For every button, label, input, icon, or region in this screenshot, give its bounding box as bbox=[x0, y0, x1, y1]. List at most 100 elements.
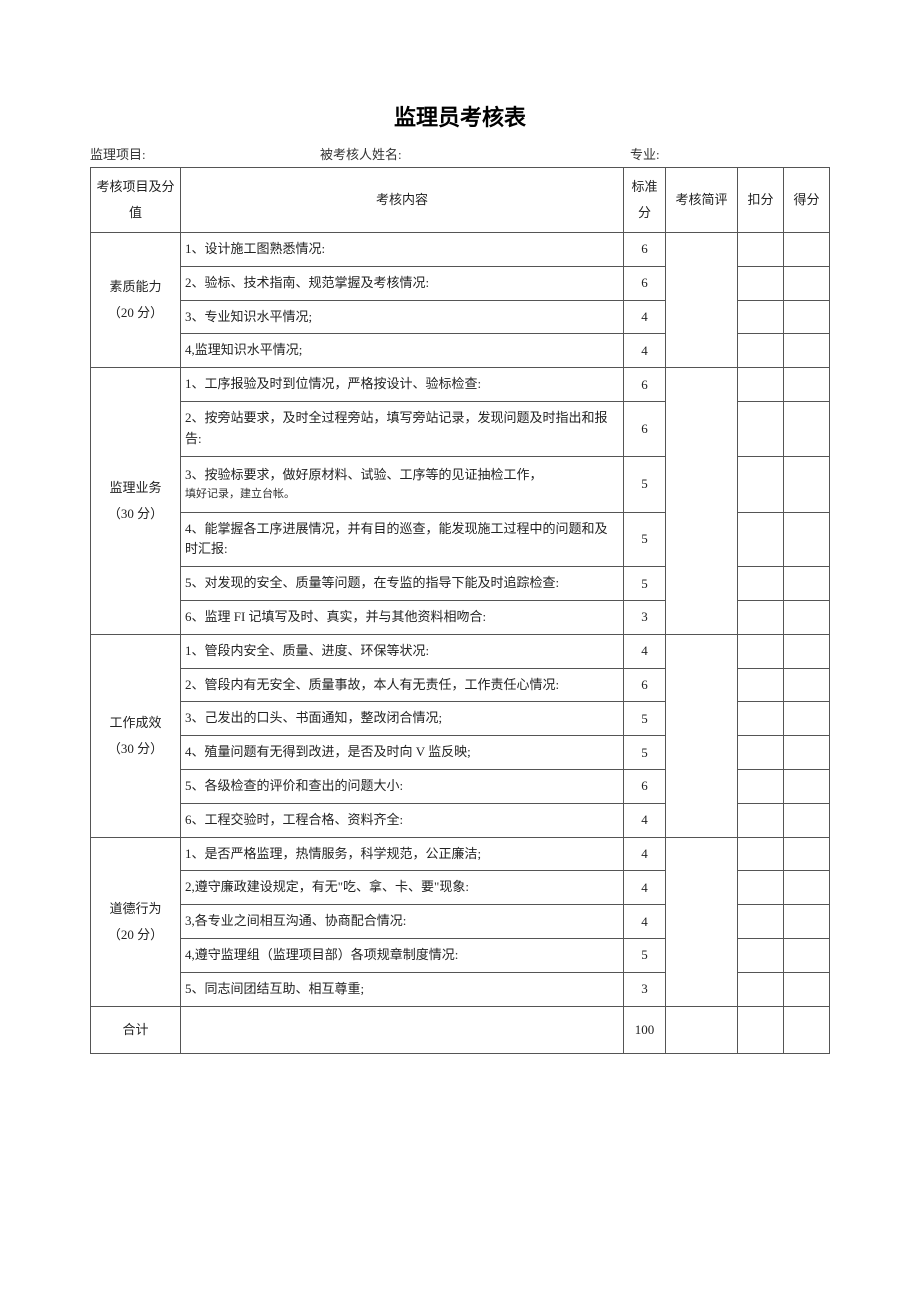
item-score: 4 bbox=[624, 634, 666, 668]
deduct-cell bbox=[738, 368, 784, 402]
gain-cell bbox=[784, 233, 830, 267]
gain-cell bbox=[784, 871, 830, 905]
page-title: 监理员考核表 bbox=[90, 100, 830, 132]
item-text: 3、己发出的口头、书面通知，整改闭合情况; bbox=[181, 702, 624, 736]
summary-gain bbox=[784, 1006, 830, 1053]
item-score: 5 bbox=[624, 736, 666, 770]
table-row: 素质能力 （20 分） 1、设计施工图熟悉情况: 6 bbox=[91, 233, 830, 267]
item-score: 4 bbox=[624, 837, 666, 871]
item-score: 6 bbox=[624, 769, 666, 803]
deduct-cell bbox=[738, 300, 784, 334]
deduct-cell bbox=[738, 600, 784, 634]
item-score: 3 bbox=[624, 600, 666, 634]
section-label: 道德行为 （20 分） bbox=[91, 837, 181, 1006]
item-score: 5 bbox=[624, 702, 666, 736]
item-score: 6 bbox=[624, 401, 666, 456]
gain-cell bbox=[784, 401, 830, 456]
item-text: 5、各级检查的评价和查出的问题大小: bbox=[181, 769, 624, 803]
item-text: 1、管段内安全、质量、进度、环保等状况: bbox=[181, 634, 624, 668]
item-score: 5 bbox=[624, 456, 666, 512]
gain-cell bbox=[784, 600, 830, 634]
deduct-cell bbox=[738, 456, 784, 512]
item-text: 2、管段内有无安全、质量事故，本人有无责任，工作责任心情况: bbox=[181, 668, 624, 702]
gain-cell bbox=[784, 456, 830, 512]
deduct-cell bbox=[738, 334, 784, 368]
section-label: 监理业务 （30 分） bbox=[91, 368, 181, 635]
item-score: 4 bbox=[624, 803, 666, 837]
item-text: 3、专业知识水平情况; bbox=[181, 300, 624, 334]
gain-cell bbox=[784, 905, 830, 939]
table-row: 道德行为 （20 分） 1、是否严格监理，热情服务，科学规范，公正廉洁; 4 bbox=[91, 837, 830, 871]
gain-cell bbox=[784, 972, 830, 1006]
table-row: 工作成效 （30 分） 1、管段内安全、质量、进度、环保等状况: 4 bbox=[91, 634, 830, 668]
col-review: 考核简评 bbox=[666, 168, 738, 233]
deduct-cell bbox=[738, 736, 784, 770]
item-text: 2,遵守廉政建设规定，有无"吃、拿、卡、要"现象: bbox=[181, 871, 624, 905]
item-score: 6 bbox=[624, 233, 666, 267]
item-text: 6、监理 FI 记填写及时、真实，并与其他资料相吻合: bbox=[181, 600, 624, 634]
col-gain: 得分 bbox=[784, 168, 830, 233]
item-text: 6、工程交验时，工程合格、资料齐全: bbox=[181, 803, 624, 837]
item-text: 2、按旁站要求，及时全过程旁站，填写旁站记录，发现问题及时指出和报告: bbox=[181, 401, 624, 456]
summary-row: 合计 100 bbox=[91, 1006, 830, 1053]
item-score: 5 bbox=[624, 567, 666, 601]
deduct-cell bbox=[738, 837, 784, 871]
deduct-cell bbox=[738, 233, 784, 267]
item-score: 5 bbox=[624, 938, 666, 972]
item-score: 3 bbox=[624, 972, 666, 1006]
deduct-cell bbox=[738, 938, 784, 972]
deduct-cell bbox=[738, 266, 784, 300]
header-row: 考核项目及分值 考核内容 标准分 考核简评 扣分 得分 bbox=[91, 168, 830, 233]
gain-cell bbox=[784, 837, 830, 871]
item-text: 1、是否严格监理，热情服务，科学规范，公正廉洁; bbox=[181, 837, 624, 871]
item-score: 4 bbox=[624, 905, 666, 939]
item-text: 4,监理知识水平情况; bbox=[181, 334, 624, 368]
review-cell bbox=[666, 837, 738, 1006]
major-label: 专业: bbox=[630, 144, 830, 163]
item-text: 3,各专业之间相互沟通、协商配合情况: bbox=[181, 905, 624, 939]
item-text: 1、设计施工图熟悉情况: bbox=[181, 233, 624, 267]
item-text: 4、殖量问题有无得到改进，是否及时向 V 监反映; bbox=[181, 736, 624, 770]
item-text: 4,遵守监理组（监理项目部）各项规章制度情况: bbox=[181, 938, 624, 972]
section-label: 素质能力 （20 分） bbox=[91, 233, 181, 368]
gain-cell bbox=[784, 702, 830, 736]
item-score: 5 bbox=[624, 512, 666, 567]
item-text: 3、按验标要求，做好原材料、试验、工序等的见证抽检工作， 填好记录，建立台帐。 bbox=[181, 456, 624, 512]
item-text: 4、能掌握各工序进展情况，并有目的巡查，能发现施工过程中的问题和及时汇报: bbox=[181, 512, 624, 567]
gain-cell bbox=[784, 938, 830, 972]
summary-blank bbox=[181, 1006, 624, 1053]
gain-cell bbox=[784, 668, 830, 702]
col-content: 考核内容 bbox=[181, 168, 624, 233]
item-text: 5、同志间团结互助、相互尊重; bbox=[181, 972, 624, 1006]
col-category: 考核项目及分值 bbox=[91, 168, 181, 233]
gain-cell bbox=[784, 368, 830, 402]
gain-cell bbox=[784, 634, 830, 668]
gain-cell bbox=[784, 803, 830, 837]
deduct-cell bbox=[738, 668, 784, 702]
summary-deduct bbox=[738, 1006, 784, 1053]
deduct-cell bbox=[738, 803, 784, 837]
review-cell bbox=[666, 368, 738, 635]
item-score: 4 bbox=[624, 334, 666, 368]
item-score: 6 bbox=[624, 368, 666, 402]
name-label: 被考核人姓名: bbox=[320, 144, 630, 163]
deduct-cell bbox=[738, 512, 784, 567]
item-score: 6 bbox=[624, 266, 666, 300]
section-label: 工作成效 （30 分） bbox=[91, 634, 181, 837]
deduct-cell bbox=[738, 905, 784, 939]
summary-label: 合计 bbox=[91, 1006, 181, 1053]
assessment-table: 考核项目及分值 考核内容 标准分 考核简评 扣分 得分 素质能力 （20 分） … bbox=[90, 167, 830, 1054]
item-text: 5、对发现的安全、质量等问题，在专监的指导下能及时追踪检查: bbox=[181, 567, 624, 601]
review-cell bbox=[666, 233, 738, 368]
deduct-cell bbox=[738, 972, 784, 1006]
gain-cell bbox=[784, 769, 830, 803]
gain-cell bbox=[784, 512, 830, 567]
summary-total: 100 bbox=[624, 1006, 666, 1053]
col-standard-score: 标准分 bbox=[624, 168, 666, 233]
item-score: 4 bbox=[624, 300, 666, 334]
review-cell bbox=[666, 634, 738, 837]
deduct-cell bbox=[738, 769, 784, 803]
item-score: 4 bbox=[624, 871, 666, 905]
gain-cell bbox=[784, 334, 830, 368]
item-text: 2、验标、技术指南、规范掌握及考核情况: bbox=[181, 266, 624, 300]
